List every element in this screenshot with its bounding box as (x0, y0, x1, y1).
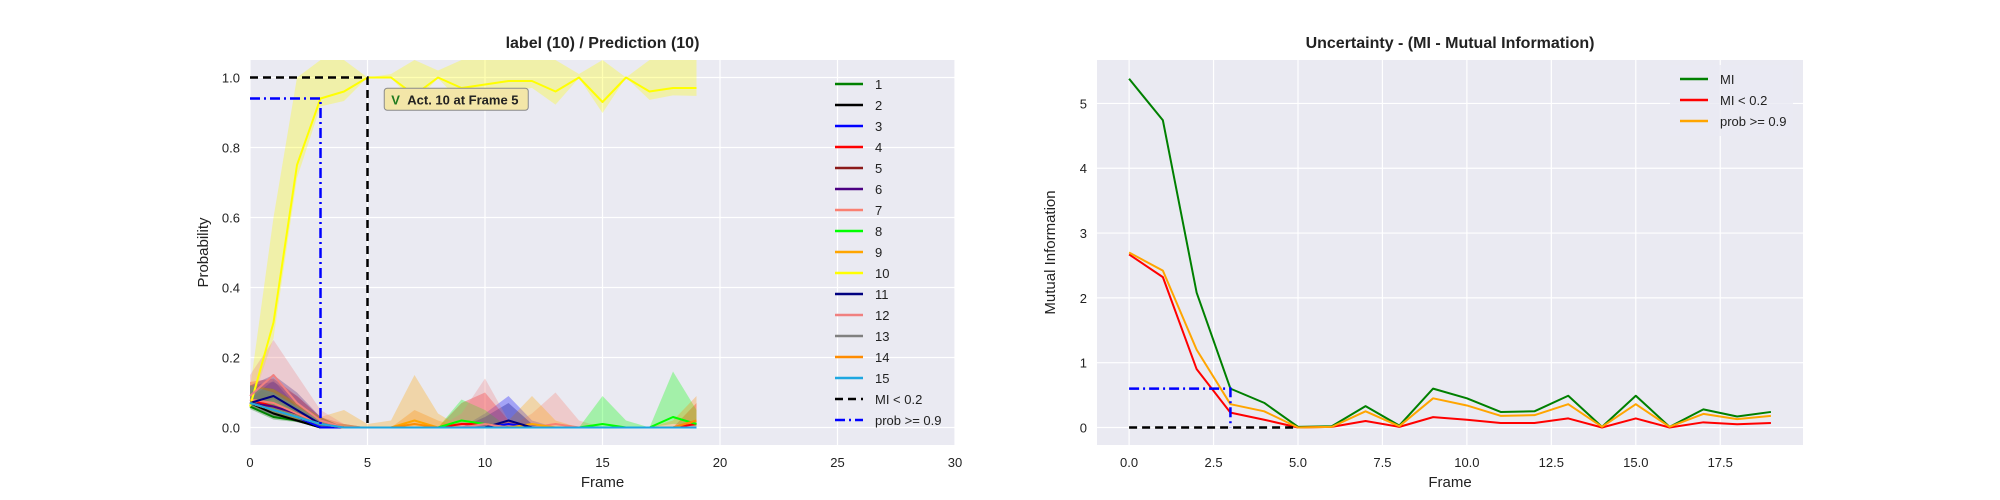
x-axis-label: Frame (581, 474, 624, 491)
mutual-information-chart: 0.0 2.5 5.0 7.5 10.0 12.5 15.0 17.5 0 1 2 3 4 5 Unce… (1042, 35, 1803, 491)
band-series-10 (250, 60, 697, 410)
line-series-prob >= 0.9 (1128, 251, 1772, 429)
legend-label-8: 8 (875, 224, 882, 239)
x-tick-label: 0 (246, 455, 253, 470)
x-tick-labels: 0.0 2.5 5.0 7.5 10.0 12.5 15.0 17.5 (1120, 455, 1733, 470)
y-tick-label: 1 (1080, 356, 1087, 371)
y-tick-labels: 0 1 2 3 4 5 (1080, 96, 1087, 435)
threshold-line-0 (250, 76, 369, 428)
threshold-lines (1129, 387, 1298, 429)
legend-label-2: 2 (875, 98, 882, 113)
legend-label-6: 6 (875, 182, 882, 197)
y-tick-label: 0.8 (222, 141, 240, 156)
x-tick-label: 5 (364, 455, 371, 470)
legend-label-5: 5 (875, 161, 882, 176)
x-tick-label: 15 (595, 455, 609, 470)
y-tick-label: 4 (1080, 161, 1087, 176)
x-tick-label: 10 (478, 455, 492, 470)
x-tick-label: 0.0 (1120, 455, 1138, 470)
x-tick-label: 30 (948, 455, 962, 470)
x-tick-label: 15.0 (1623, 455, 1648, 470)
y-tick-label: 0.4 (222, 281, 240, 296)
annotation-box: V Act. 10 at Frame 5 (383, 87, 529, 111)
legend-label-3: 3 (875, 119, 882, 134)
y-axis-label: Mutual Information (1042, 190, 1059, 314)
legend-label-MI: MI (1720, 72, 1734, 87)
legend-label-15: 15 (875, 371, 889, 386)
legend-label-13: 13 (875, 329, 889, 344)
series-lines (249, 76, 697, 429)
y-tick-label: 3 (1080, 226, 1087, 241)
y-axis-label: Probability (195, 217, 212, 288)
legend: MI MI < 0.2 prob >= 0.9 (1670, 65, 1793, 136)
annotation-prefix: V (391, 92, 400, 107)
x-tick-labels: 0 5 10 15 20 25 30 (246, 455, 962, 470)
y-tick-label: 5 (1080, 96, 1087, 111)
chart-title: label (10) / Prediction (10) (506, 35, 700, 52)
y-tick-label: 0 (1080, 421, 1087, 436)
legend-label-4: 4 (875, 140, 882, 155)
uncertainty-bands (250, 60, 697, 428)
y-tick-label: 0.0 (222, 421, 240, 436)
x-tick-label: 2.5 (1205, 455, 1223, 470)
threshold-line-1 (250, 97, 322, 428)
legend-label-prob >= 0.9: prob >= 0.9 (1720, 114, 1787, 129)
line-series-MI < 0.2 (1128, 253, 1771, 429)
legend-label-11: 11 (875, 287, 889, 302)
legend-label-12: 12 (875, 308, 889, 323)
annotation-frame (383, 87, 529, 111)
x-axis-label: Frame (1428, 474, 1471, 491)
annotation-text: Act. 10 at Frame 5 (407, 92, 518, 107)
x-tick-label: 17.5 (1708, 455, 1733, 470)
legend-label-9: 9 (875, 245, 882, 260)
x-tick-label: 5.0 (1289, 455, 1307, 470)
x-tick-label: 25 (830, 455, 844, 470)
band-series-8 (250, 371, 697, 428)
legend-label-10: 10 (875, 266, 889, 281)
threshold-lines (250, 76, 369, 428)
legend-label-MI < 0.2: MI < 0.2 (1720, 93, 1767, 108)
legend-label-14: 14 (875, 350, 889, 365)
band-series-4 (250, 378, 697, 428)
legend-label-1: 1 (875, 77, 882, 92)
band-series-12 (250, 340, 697, 428)
x-tick-label: 7.5 (1373, 455, 1391, 470)
line-series-15 (249, 402, 697, 429)
chart-title: Uncertainty - (MI - Mutual Information) (1306, 35, 1595, 52)
x-tick-label: 10.0 (1454, 455, 1479, 470)
series-lines (1128, 78, 1772, 429)
x-tick-label: 12.5 (1539, 455, 1564, 470)
legend-label-MI < 0.2: MI < 0.2 (875, 392, 922, 407)
y-tick-label: 0.6 (222, 211, 240, 226)
line-series-10 (249, 76, 697, 407)
line-series-MI (1128, 78, 1772, 428)
legend-label-prob >= 0.9: prob >= 0.9 (875, 413, 942, 428)
probability-chart: 0 5 10 15 20 25 30 0.00.20.40.60.81.0 label (1… (195, 35, 962, 491)
y-tick-label: 0.2 (222, 351, 240, 366)
y-tick-label: 1.0 (222, 71, 240, 86)
x-tick-label: 20 (713, 455, 727, 470)
threshold-line-1 (1129, 387, 1232, 428)
legend-label-7: 7 (875, 203, 882, 218)
y-tick-label: 2 (1080, 291, 1087, 306)
y-tick-labels: 0.0 0.2 0.4 0.6 0.8 1.0 (222, 71, 240, 436)
